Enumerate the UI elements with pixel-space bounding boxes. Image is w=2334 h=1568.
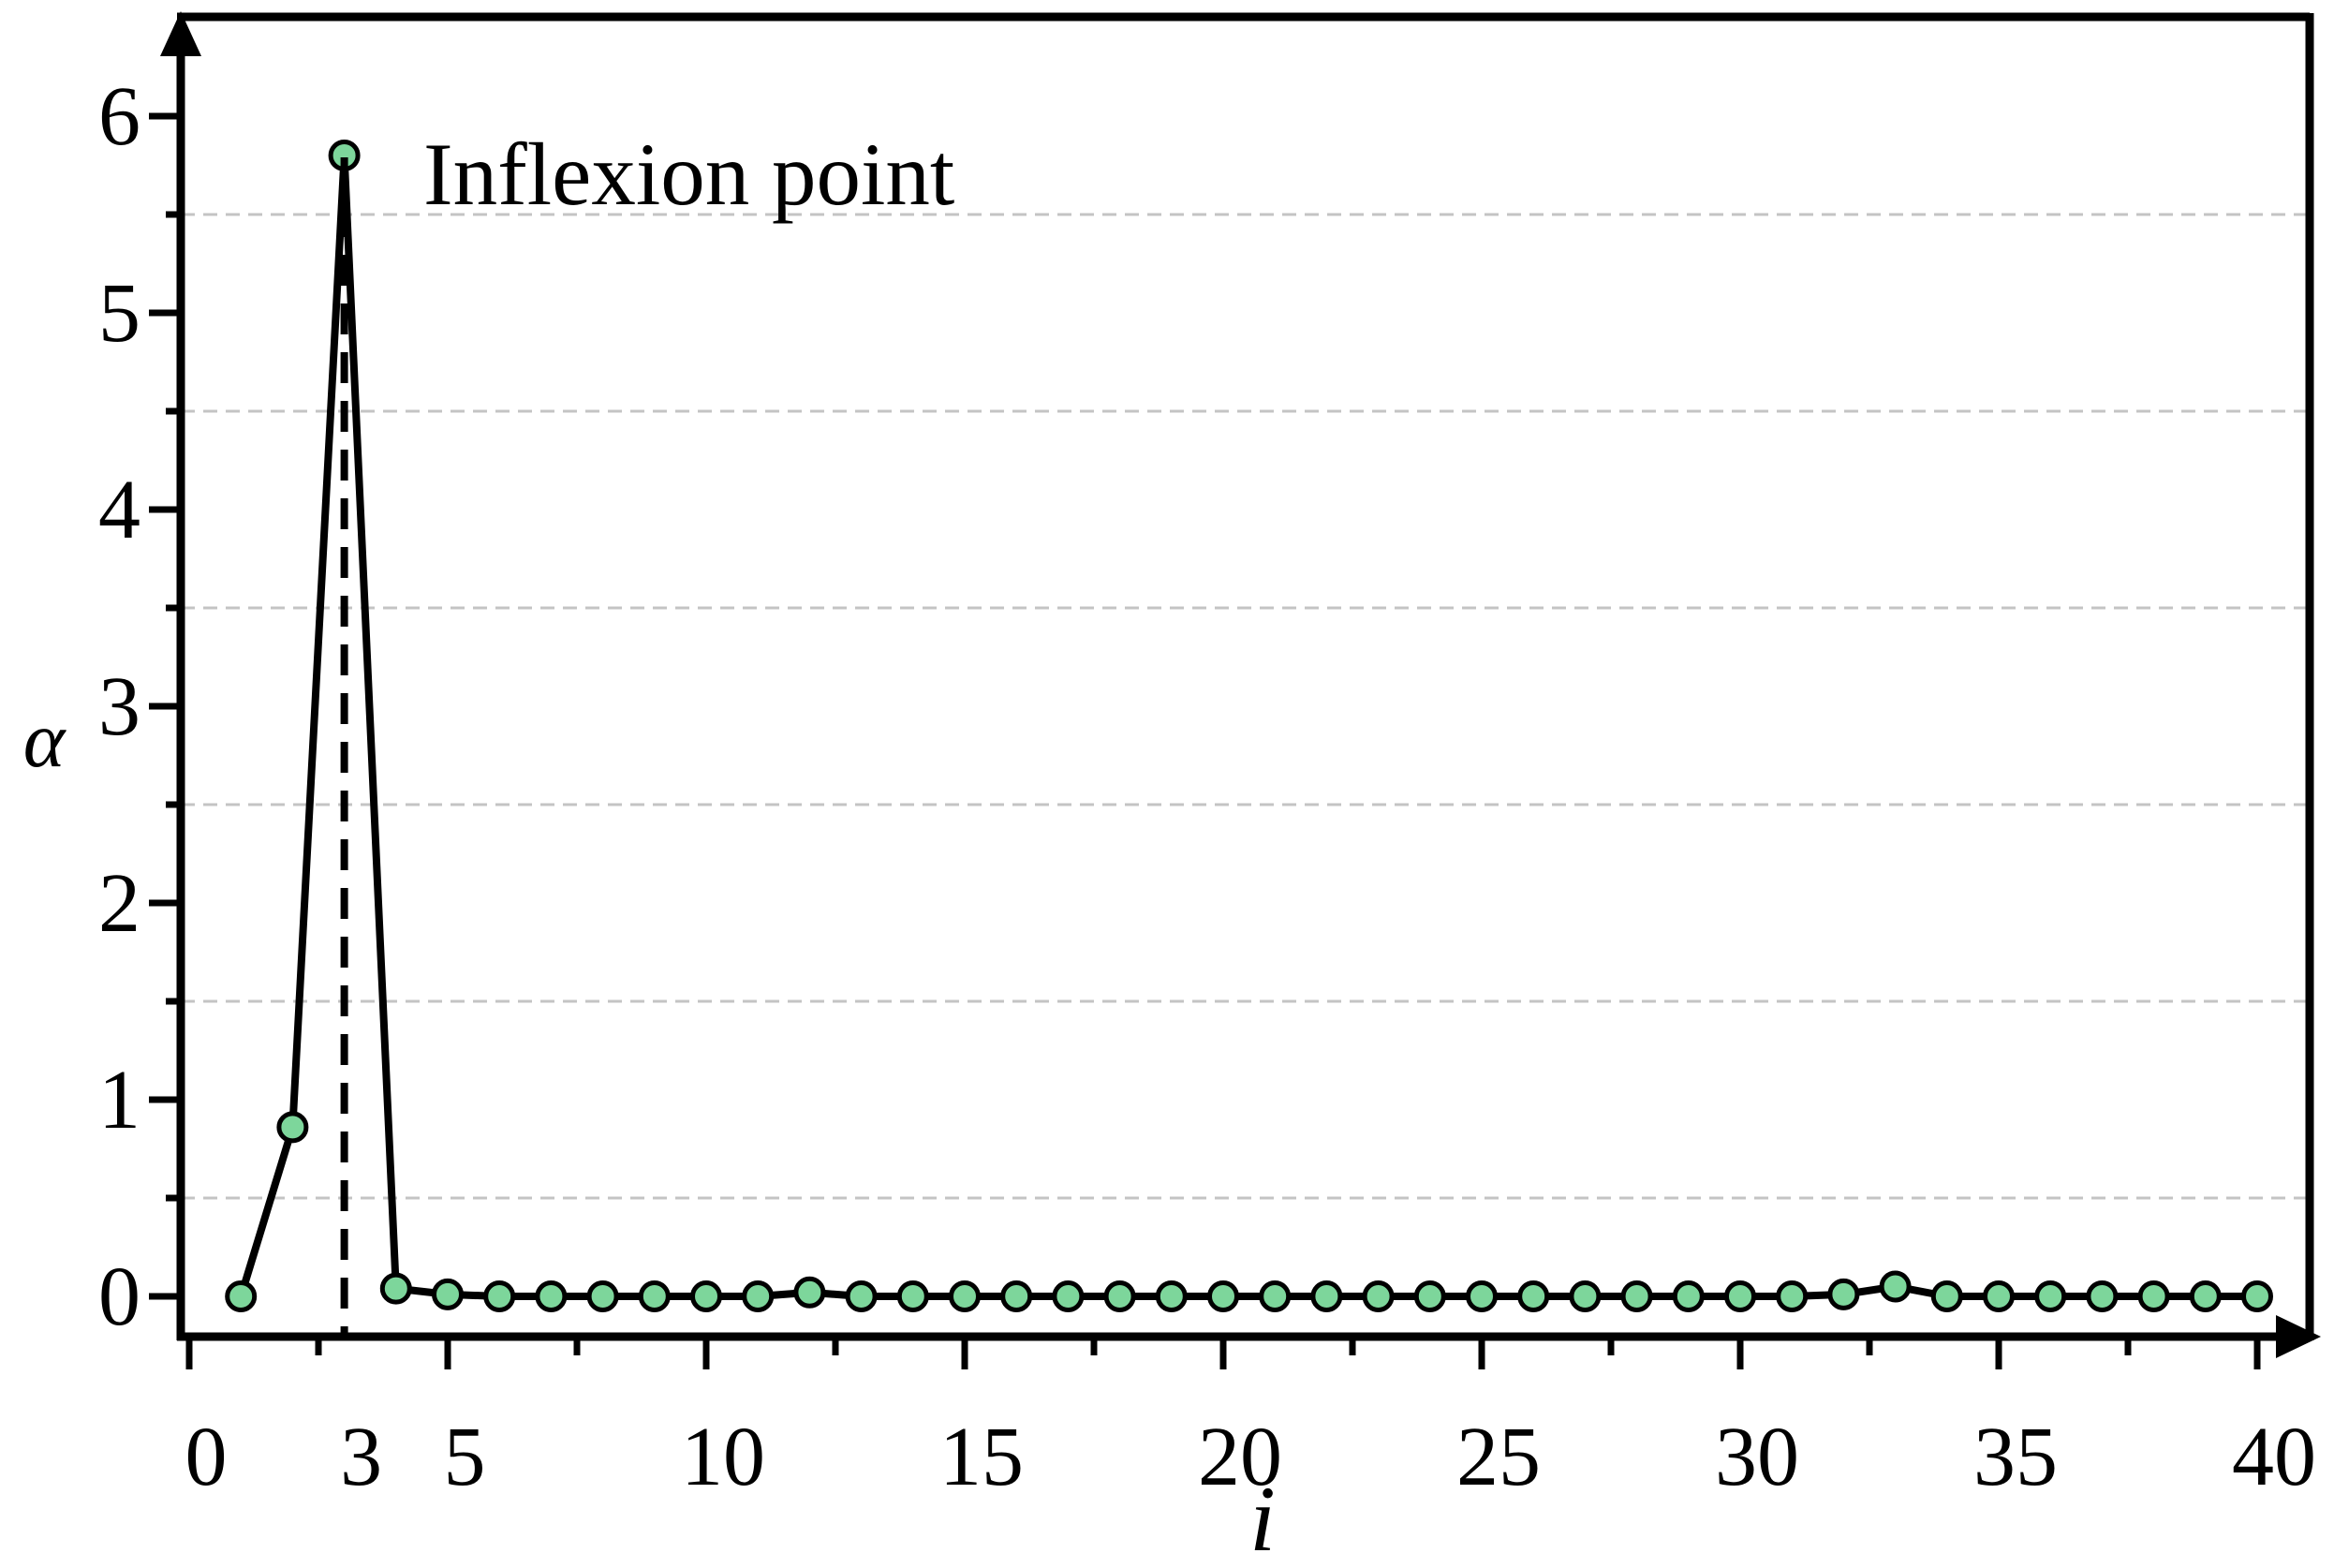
data-point (586, 1280, 619, 1312)
y-tick-label: 5 (98, 267, 140, 360)
x-tick-label: 0 (185, 1411, 228, 1503)
data-point (1413, 1280, 1446, 1312)
data-point (1517, 1280, 1550, 1312)
data-point (1362, 1280, 1395, 1312)
data-point (483, 1280, 516, 1312)
x-tick-label: 40 (2232, 1411, 2316, 1503)
data-point (1310, 1280, 1343, 1312)
data-point (1103, 1280, 1136, 1312)
data-point (896, 1280, 929, 1312)
axis-titles: αi (23, 696, 1276, 1568)
data-point (638, 1280, 671, 1312)
data-point (2034, 1280, 2067, 1312)
data-point (432, 1278, 464, 1310)
x-tick-label: 30 (1715, 1411, 1799, 1503)
data-point (1155, 1280, 1188, 1312)
gridlines (181, 213, 2310, 1200)
x-tick-label: 20 (1198, 1411, 1282, 1503)
data-point (1827, 1278, 1860, 1310)
x-tick-label: 10 (681, 1411, 765, 1503)
data-point (690, 1280, 722, 1312)
data-point (793, 1276, 826, 1309)
data-point (1879, 1270, 1912, 1303)
data-point (2086, 1280, 2119, 1312)
data-point (1000, 1280, 1033, 1312)
data-point (1207, 1280, 1239, 1312)
x-axis-title: i (1249, 1467, 1276, 1568)
data-point (1466, 1280, 1498, 1312)
annotation: Inflexion point (423, 125, 954, 224)
data-point (1672, 1280, 1705, 1312)
data-point (2189, 1280, 2222, 1312)
x-extra-tick-label: 3 (340, 1411, 382, 1503)
data-series (225, 140, 2273, 1312)
data-point (1569, 1280, 1602, 1312)
y-axis-title: α (23, 696, 67, 784)
data-point (1930, 1280, 1963, 1312)
data-point (1052, 1280, 1085, 1312)
data-point (379, 1272, 412, 1305)
y-tick-label: 3 (98, 660, 140, 753)
y-tick-label: 4 (98, 464, 140, 556)
data-point (845, 1280, 878, 1312)
y-tick-label: 0 (98, 1250, 140, 1343)
y-tick-label: 6 (98, 70, 140, 163)
x-tick-label: 25 (1456, 1411, 1541, 1503)
x-axis: 0 5 10 15 20 25 30 35 40 3 (177, 1315, 2321, 1503)
x-tick-label: 5 (444, 1411, 486, 1503)
data-point (1259, 1280, 1292, 1312)
y-axis: 0 1 2 3 4 5 6 (98, 11, 201, 1343)
data-point (1776, 1280, 1809, 1312)
data-point (276, 1111, 309, 1144)
y-axis-arrow-icon (160, 11, 201, 56)
data-point (225, 1280, 258, 1312)
data-point (2241, 1280, 2273, 1312)
data-point (742, 1280, 775, 1312)
x-tick-label: 15 (939, 1411, 1024, 1503)
y-tick-label: 1 (98, 1054, 140, 1146)
x-axis-arrow-icon (2276, 1315, 2321, 1358)
data-point (535, 1280, 568, 1312)
data-point (1983, 1280, 2015, 1312)
data-point (1724, 1280, 1756, 1312)
y-tick-label: 2 (98, 857, 140, 950)
data-point (2137, 1280, 2170, 1312)
series-line (237, 152, 2261, 1300)
plot-box (177, 12, 2314, 1340)
x-tick-label: 35 (1973, 1411, 2058, 1503)
inflexion-point-annotation: Inflexion point (423, 125, 954, 224)
data-point (949, 1280, 981, 1312)
data-point (1620, 1280, 1653, 1312)
